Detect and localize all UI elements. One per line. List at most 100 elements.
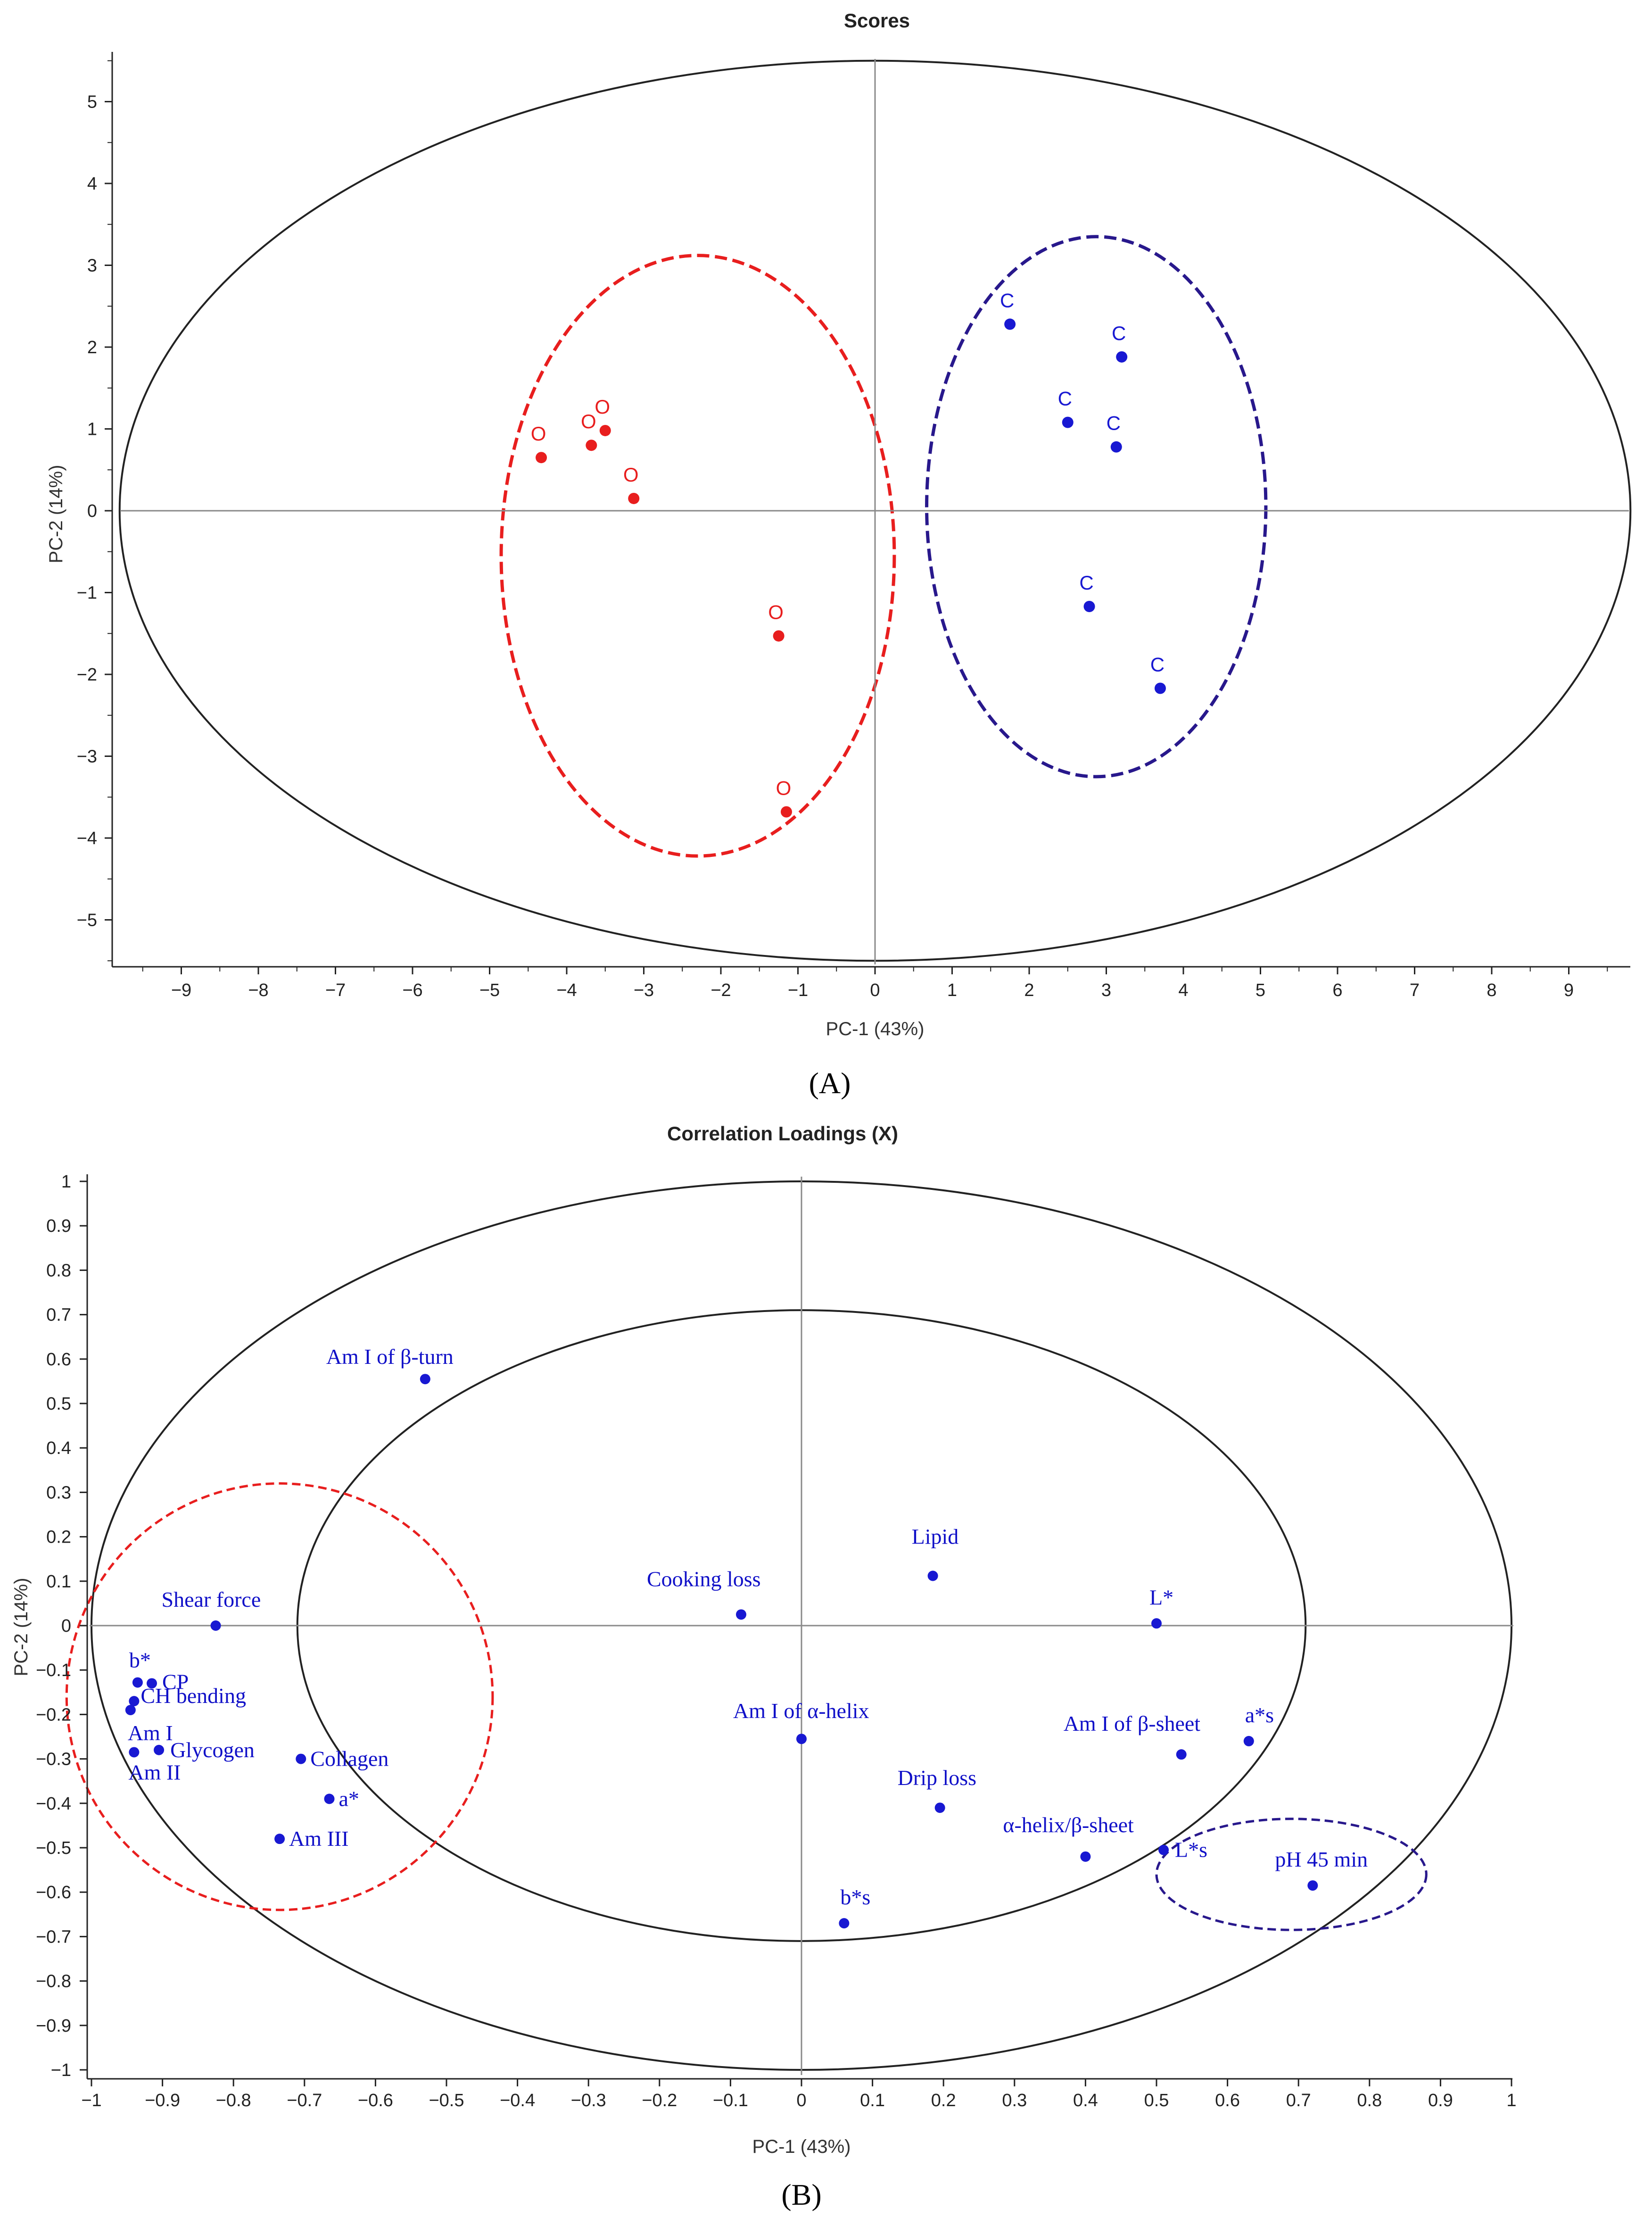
scores-point-blue-2 <box>1062 416 1074 428</box>
loadings-x-tick-label: −0.8 <box>216 2091 251 2110</box>
loadings-y-tick-label: 0 <box>61 1616 71 1636</box>
scores-point-label-blue-4: C <box>1079 572 1093 594</box>
loadings-x-tick-label: −0.6 <box>358 2091 393 2110</box>
loadings-y-tick-label: −0.5 <box>36 1838 71 1858</box>
scores-y-tick-label: −3 <box>77 747 97 767</box>
loadings-x-tick-label: −0.9 <box>145 2091 180 2110</box>
loading-point-21 <box>839 1918 850 1929</box>
loadings-y-tick-label: 1 <box>61 1172 71 1192</box>
scores-x-tick-label: 3 <box>1101 980 1111 1000</box>
scores-point-label-red-2: O <box>595 396 610 418</box>
scores-y-tick-label: 1 <box>87 420 97 440</box>
loadings-x-tick-label: −0.7 <box>287 2091 322 2110</box>
scores-point-red-4 <box>773 630 785 642</box>
loadings-y-tick-label: 0.5 <box>46 1394 71 1414</box>
loadings-x-tick-label: 0.1 <box>860 2091 885 2110</box>
loadings-ellipse-blue-cluster <box>1155 1818 1428 1931</box>
scores-point-label-blue-0: C <box>1000 289 1014 311</box>
loadings-y-label: PC-2 (14%) <box>11 1578 32 1677</box>
loadings-x-tick-label: 1 <box>1506 2091 1516 2110</box>
scores-point-label-blue-1: C <box>1112 322 1126 344</box>
loadings-x-tick-label: −1 <box>81 2091 101 2110</box>
loading-label-16: Am I of β-sheet <box>1064 1711 1201 1735</box>
scores-point-label-red-3: O <box>623 464 639 486</box>
scores-x-tick-label: −4 <box>556 980 577 1000</box>
loadings-x-tick-label: 0.3 <box>1002 2091 1027 2110</box>
loadings-y-tick-label: 0.3 <box>46 1483 71 1503</box>
loading-label-6: CP <box>162 1669 189 1694</box>
loadings-x-tick-label: 0.5 <box>1144 2091 1169 2110</box>
scores-point-label-blue-2: C <box>1058 388 1072 410</box>
loadings-x-tick-label: 0.8 <box>1357 2091 1382 2110</box>
loading-point-11 <box>296 1753 306 1764</box>
scores-x-tick-label: 8 <box>1487 980 1496 1000</box>
scores-point-label-red-5: O <box>776 777 792 799</box>
scores-point-label-blue-3: C <box>1107 412 1121 434</box>
scores-x-tick-label: −9 <box>171 980 191 1000</box>
loading-point-14 <box>796 1734 807 1744</box>
scores-x-tick-label: −7 <box>325 980 346 1000</box>
scores-x-ticks: −9 −8 −7 −6 −5 −4 −3 −2 −1 0 1 2 3 4 5 6 7 8 9 <box>142 967 1608 1000</box>
loading-point-6 <box>147 1678 157 1689</box>
scores-x-tick-label: −2 <box>710 980 731 1000</box>
loading-label-3: Shear force <box>162 1587 261 1611</box>
loadings-y-tick-label: −0.8 <box>36 1972 71 1992</box>
panel-label-b: (B) <box>781 2178 821 2211</box>
loading-label-2: Cooking loss <box>647 1567 761 1591</box>
loading-label-4: L* <box>1149 1585 1173 1609</box>
scores-y-label: PC-2 (14%) <box>46 465 66 564</box>
loading-point-3 <box>210 1620 221 1631</box>
scores-x-label: PC-1 (43%) <box>826 1019 925 1039</box>
loading-label-20: pH 45 min <box>1275 1847 1368 1871</box>
loadings-x-tick-label: −0.1 <box>713 2091 748 2110</box>
loading-label-14: Am I of α-helix <box>733 1699 869 1723</box>
loading-point-10 <box>129 1747 140 1758</box>
loading-point-16 <box>1176 1749 1187 1760</box>
loadings-x-tick-label: 0.6 <box>1215 2091 1240 2110</box>
loading-label-19: L*s <box>1175 1838 1207 1862</box>
loading-label-9: Glycogen <box>170 1738 255 1762</box>
loading-point-9 <box>154 1744 165 1755</box>
loading-label-11: Collagen <box>310 1747 388 1771</box>
scores-y-tick-label: −2 <box>77 665 97 685</box>
scores-point-label-red-4: O <box>768 601 784 623</box>
loadings-y-tick-label: −0.7 <box>36 1927 71 1947</box>
loadings-x-tick-label: 0.2 <box>931 2091 956 2110</box>
scores-point-red-1 <box>586 440 597 451</box>
loadings-x-tick-label: 0.4 <box>1073 2091 1098 2110</box>
loadings-y-tick-label: −0.6 <box>36 1883 71 1902</box>
scores-x-tick-label: 2 <box>1024 980 1034 1000</box>
loading-point-13 <box>274 1834 285 1844</box>
scores-y-tick-label: 0 <box>87 501 97 521</box>
scores-title: Scores <box>844 9 910 32</box>
scores-point-blue-0 <box>1004 318 1016 330</box>
loading-label-8: Am I <box>128 1721 173 1745</box>
loading-label-13: Am III <box>289 1827 348 1851</box>
scores-x-tick-label: 7 <box>1410 980 1420 1000</box>
scores-y-ticks: 5 4 3 2 1 0 −1 −2 −3 −4 −5 <box>77 60 112 962</box>
loadings-x-ticks: −1 −0.9 −0.8 −0.7 −0.6 −0.5 −0.4 −0.3 −0.2 −0.1 0 0… <box>81 2079 1517 2110</box>
scores-point-red-5 <box>780 806 792 818</box>
loading-point-5 <box>132 1677 143 1688</box>
loading-label-0: Am I of β-turn <box>326 1345 454 1369</box>
loadings-y-tick-label: −1 <box>51 2060 71 2080</box>
scores-ellipse-blue-cluster <box>925 235 1268 779</box>
scores-x-tick-label: 9 <box>1564 980 1574 1000</box>
scores-x-tick-label: 4 <box>1178 980 1188 1000</box>
loadings-points: Am I of β-turn Lipid Cooking loss Shear for… <box>125 1345 1368 1929</box>
loading-label-12: a* <box>339 1786 359 1810</box>
loadings-y-tick-label: −0.9 <box>36 2016 71 2036</box>
loadings-x-tick-label: −0.2 <box>642 2091 677 2110</box>
scores-y-tick-label: −5 <box>77 911 97 930</box>
scores-point-blue-3 <box>1110 441 1122 453</box>
loading-label-7: CH bending <box>140 1684 246 1708</box>
loadings-x-tick-label: 0.7 <box>1286 2091 1311 2110</box>
scores-y-tick-label: −4 <box>77 829 97 848</box>
scores-x-tick-label: 0 <box>870 980 880 1000</box>
loadings-ellipse-red-cluster <box>65 1482 494 1911</box>
loading-point-0 <box>420 1374 430 1385</box>
scores-y-tick-label: 2 <box>87 338 97 357</box>
loadings-x-tick-label: 0 <box>796 2091 806 2110</box>
scores-x-tick-label: 1 <box>947 980 957 1000</box>
